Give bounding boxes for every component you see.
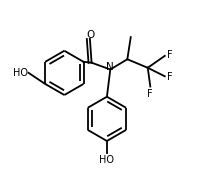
Text: HO: HO xyxy=(99,155,114,165)
Text: N: N xyxy=(105,62,113,72)
Text: F: F xyxy=(166,72,172,82)
Text: O: O xyxy=(86,30,94,40)
Text: F: F xyxy=(146,89,152,99)
Text: F: F xyxy=(166,50,172,60)
Text: HO: HO xyxy=(13,68,28,78)
